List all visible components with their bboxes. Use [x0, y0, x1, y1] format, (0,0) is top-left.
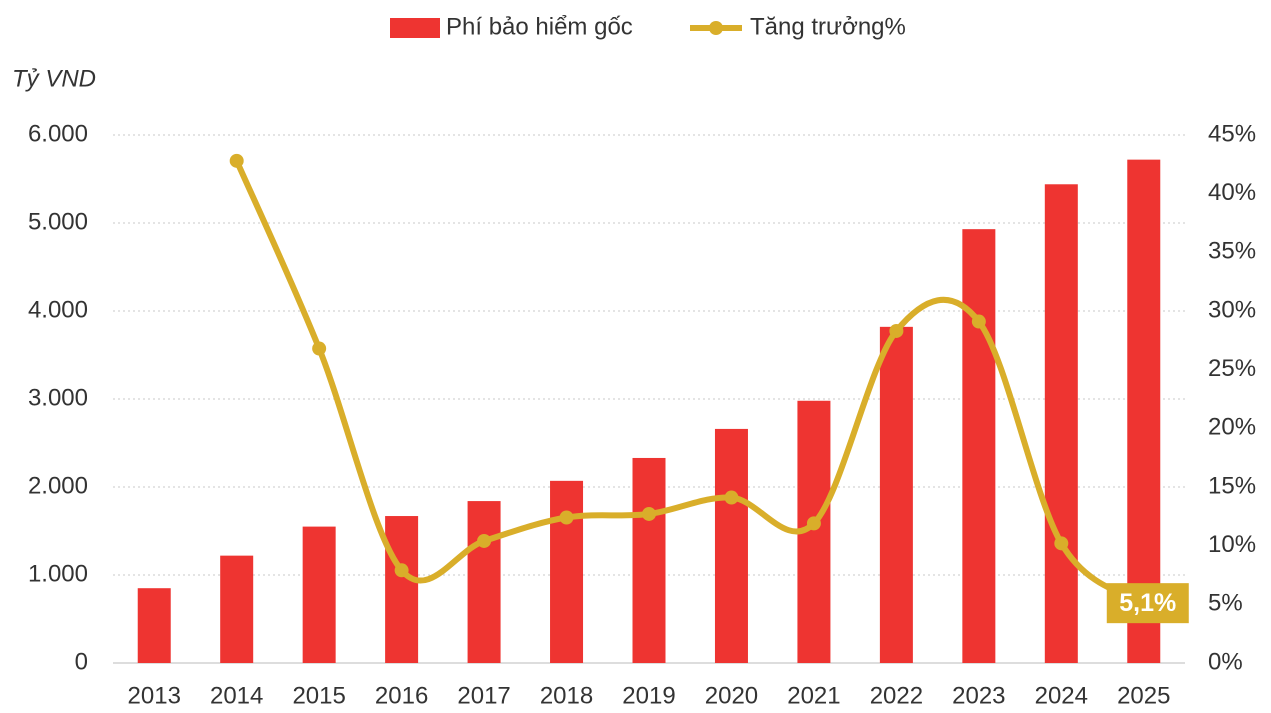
line-marker: [229, 153, 244, 168]
legend-swatch: [709, 21, 723, 35]
legend-swatch: [390, 18, 440, 38]
y2-tick-label: 10%: [1208, 531, 1256, 558]
x-tick-label: 2018: [540, 682, 593, 709]
line-marker: [1054, 536, 1069, 551]
x-tick-label: 2021: [787, 682, 840, 709]
line-marker: [394, 563, 409, 578]
y2-tick-label: 45%: [1208, 120, 1256, 147]
legend-label: Phí bảo hiểm gốc: [446, 13, 633, 40]
data-label: 5,1%: [1119, 589, 1176, 617]
bar: [1044, 184, 1078, 663]
line-marker: [724, 490, 739, 505]
bar: [302, 526, 336, 663]
y-tick-label: 3.000: [28, 384, 88, 411]
bar: [1127, 159, 1161, 663]
y-tick-label: 2.000: [28, 472, 88, 499]
line-marker: [806, 516, 821, 531]
line-marker: [559, 510, 574, 525]
y2-tick-label: 15%: [1208, 472, 1256, 499]
y-tick-label: 0: [75, 648, 88, 675]
bar: [137, 588, 171, 663]
bar: [632, 457, 666, 663]
x-tick-label: 2019: [622, 682, 675, 709]
line-marker: [477, 533, 492, 548]
x-tick-label: 2016: [375, 682, 428, 709]
y2-tick-label: 30%: [1208, 296, 1256, 323]
bar: [550, 480, 584, 663]
x-tick-label: 2013: [128, 682, 181, 709]
x-tick-label: 2023: [952, 682, 1005, 709]
y2-tick-label: 25%: [1208, 355, 1256, 382]
y-axis-label: Tỷ VND: [12, 65, 96, 92]
x-tick-label: 2024: [1035, 682, 1088, 709]
y2-tick-label: 0%: [1208, 648, 1243, 675]
y-tick-label: 4.000: [28, 296, 88, 323]
x-tick-label: 2014: [210, 682, 263, 709]
y2-tick-label: 5%: [1208, 590, 1243, 617]
x-tick-label: 2020: [705, 682, 758, 709]
bar: [467, 501, 501, 663]
bar: [714, 428, 748, 663]
bar: [879, 326, 913, 663]
y2-tick-label: 35%: [1208, 238, 1256, 265]
bar: [962, 229, 996, 663]
data-label-box: [1106, 583, 1189, 624]
line: [233, 159, 1146, 606]
y2-tick-label: 40%: [1208, 179, 1256, 206]
bar: [220, 555, 254, 663]
line-marker: [971, 314, 986, 329]
x-tick-label: 2025: [1117, 682, 1170, 709]
line-marker: [889, 323, 904, 338]
y-tick-label: 5.000: [28, 208, 88, 235]
x-tick-label: 2017: [457, 682, 510, 709]
y2-tick-label: 20%: [1208, 414, 1256, 441]
x-tick-label: 2022: [870, 682, 923, 709]
legend-label: Tăng trưởng%: [750, 13, 906, 40]
line-marker: [312, 341, 327, 356]
y-tick-label: 6.000: [28, 120, 88, 147]
y-tick-label: 1.000: [28, 560, 88, 587]
bar: [385, 516, 419, 663]
line-marker: [642, 506, 656, 521]
x-tick-label: 2015: [292, 682, 345, 709]
